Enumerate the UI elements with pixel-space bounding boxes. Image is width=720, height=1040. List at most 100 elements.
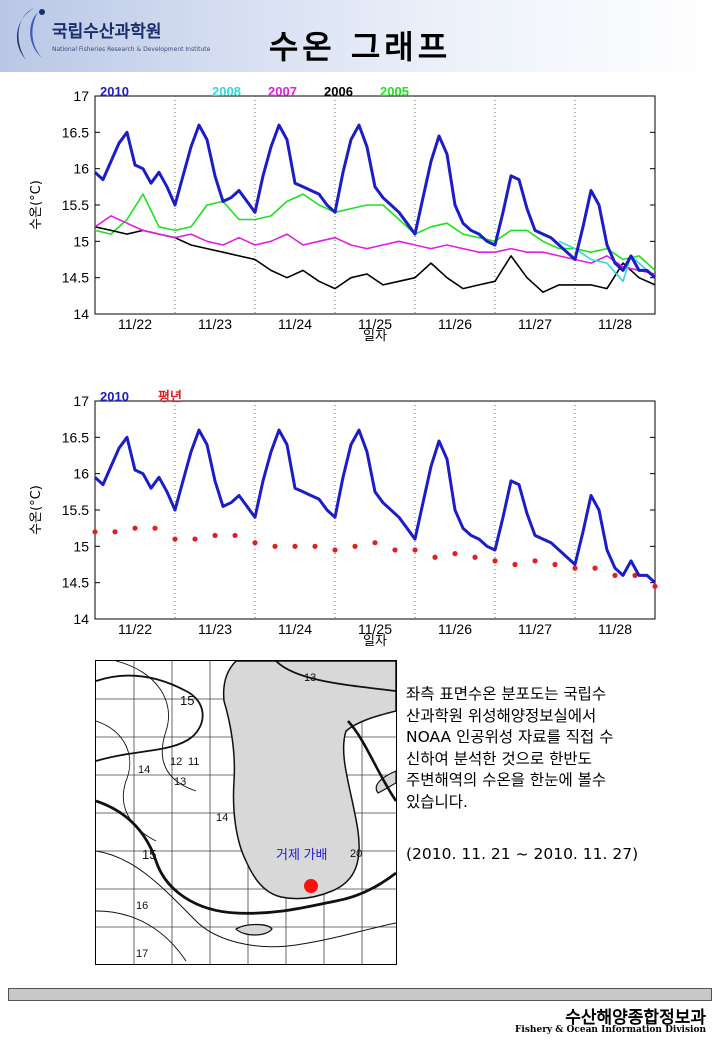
series-line-2010 [93,123,657,279]
x-tick-label: 11/24 [278,316,312,332]
data-point [112,529,118,535]
footer-division-english: Fishery & Ocean Information Division [515,1025,706,1035]
y-tick-label: 15 [73,233,89,249]
footer-division-korean: 수산해양종합정보과 [565,1008,706,1028]
y-axis-label: 수온(°C) [29,180,44,230]
chart-water-temp-normal: 14 14.5 15 15.5 16 16.5 17 11/22 11/23 11/24 11/25… [29,389,658,649]
y-tick-label: 15.5 [62,502,89,518]
y-tick-label: 17 [73,88,89,104]
series-line-2008 [558,240,656,283]
data-point [352,543,358,549]
data-point [132,525,138,531]
series-line-2010 [93,428,657,584]
data-point [212,532,218,539]
contour-label: 14 [216,812,228,824]
org-subtitle: National Fisheries Research & Developmen… [52,46,211,53]
y-tick-label: 14.5 [62,270,89,286]
legend-entry: 2008 [212,84,241,99]
data-point [312,543,318,549]
sst-map-image: 13 15 12 11 14 13 14 20 15 16 17 거제 가배 [96,661,396,964]
data-point [152,525,158,531]
x-tick-label: 11/23 [198,621,232,637]
data-point [512,561,518,568]
data-point [172,536,178,542]
y-tick-label: 17 [73,393,89,409]
y-axis-label: 수온(°C) [29,485,44,535]
map-station-marker [304,879,318,893]
data-point [592,565,598,571]
y-tick-label: 14 [73,611,89,627]
contour-label: 15 [142,847,156,862]
x-tick-label: 11/26 [438,621,472,637]
page-title: 수온 그래프 [268,28,452,66]
y-tick-label: 16 [73,161,89,177]
x-tick-label: 11/22 [118,621,152,637]
institute-logo [4,2,204,68]
sst-map: 13 15 12 11 14 13 14 20 15 16 17 거제 가배 [95,660,397,965]
y-tick-label: 15 [73,538,89,554]
data-point [652,583,658,589]
x-axis-label: 일자 [363,329,387,344]
data-point [92,529,98,535]
x-tick-label: 11/24 [278,621,312,637]
series-line-2007 [94,215,656,275]
fish-logo-icon [16,8,45,60]
org-name: 국립수산과학원 [52,22,162,42]
contour-label: 11 [188,756,199,768]
data-point [432,554,438,560]
legend-entry: 2010 [100,389,129,404]
contour-label: 12 [170,756,182,768]
contour-label: 13 [304,672,316,684]
y-tick-label: 16 [73,466,89,482]
data-point [252,540,258,546]
data-point [472,554,478,560]
data-point [192,536,198,542]
contour-label: 15 [180,693,194,708]
legend-entry: 2007 [268,84,297,99]
legend-entry: 2010 [100,84,129,99]
footer-bar [8,988,712,1001]
x-axis-label: 일자 [363,634,387,649]
y-tick-label: 16.5 [62,124,89,140]
data-point [492,558,498,564]
legend-entry: 2005 [380,84,409,99]
data-point [412,547,418,553]
data-point [232,532,238,539]
x-tick-label: 11/22 [118,316,152,332]
chart-water-temp-years: 14 14.5 15 15.5 16 16.5 17 11/22 11/23 11/24 11/25… [29,84,657,344]
data-point [272,543,278,549]
series-line-2006 [94,226,656,293]
contour-label: 16 [136,900,148,912]
contour-label: 17 [136,948,148,960]
y-tick-label: 14.5 [62,575,89,591]
data-point [572,565,578,571]
data-point [632,572,638,578]
plot-area [94,400,656,620]
contour-label: 14 [138,764,150,776]
data-point [292,543,298,549]
data-point [612,572,618,578]
x-tick-label: 11/28 [598,316,632,332]
header-banner: 국립수산과학원 National Fisheries Research & De… [0,0,720,72]
description-text: 좌측 표면수온 분포도는 국립수 산과학원 위성해양정보실에서 NOAA 인공위… [406,685,614,811]
legend-entry: 2006 [324,84,353,99]
x-tick-label: 11/27 [518,316,552,332]
x-tick-label: 11/27 [518,621,552,637]
data-point [552,561,558,568]
y-tick-label: 14 [73,306,89,322]
data-point [392,547,398,553]
y-tick-label: 15.5 [62,197,89,213]
data-point [532,558,538,564]
contour-label: 20 [350,848,362,860]
contour-label: 13 [174,776,186,788]
date-range: (2010. 11. 21 ~ 2010. 11. 27) [406,845,639,863]
data-point [372,540,378,546]
y-tick-label: 16.5 [62,429,89,445]
x-tick-label: 11/28 [598,621,632,637]
data-point [452,551,458,557]
x-tick-label: 11/25 [358,621,392,637]
x-tick-label: 11/23 [198,316,232,332]
x-tick-label: 11/26 [438,316,472,332]
data-point [332,547,338,553]
legend-entry: 평년 [158,389,182,404]
